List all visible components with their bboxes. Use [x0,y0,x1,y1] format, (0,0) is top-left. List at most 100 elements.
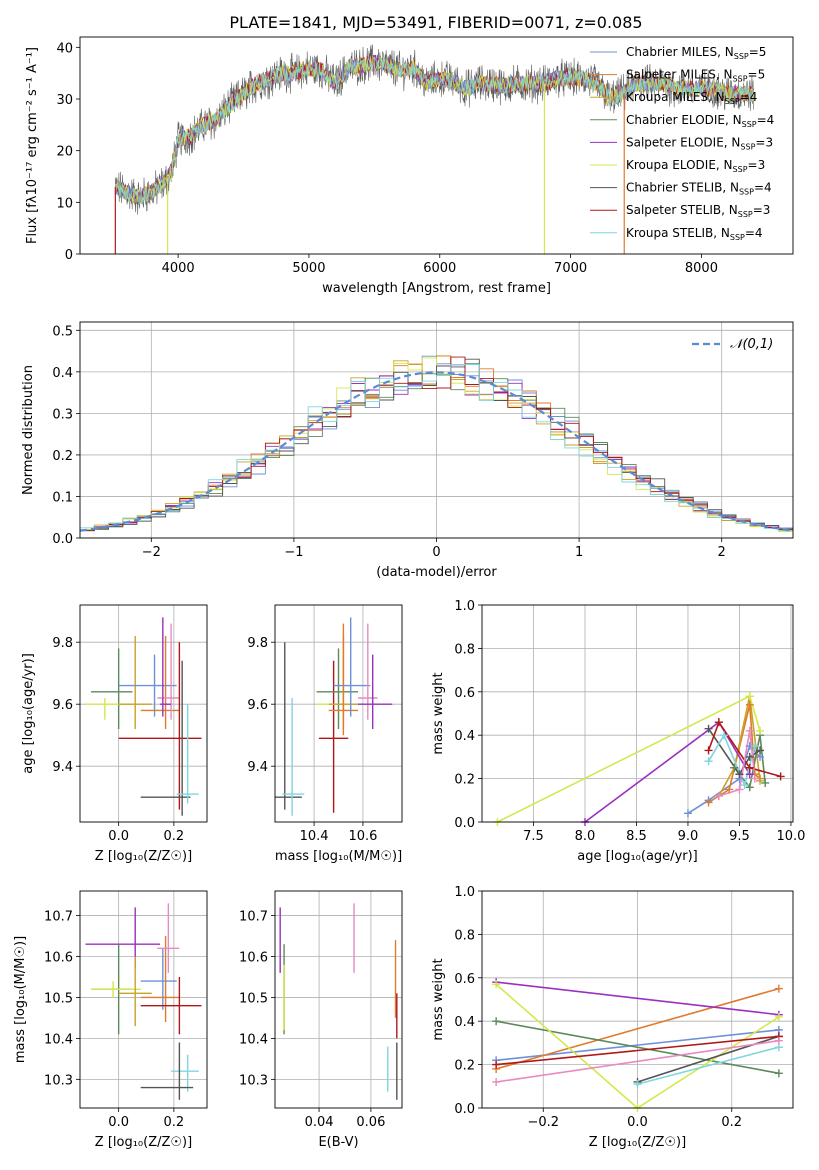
y-tick-label: 1.0 [454,599,475,614]
legend-label: Kroupa MILES, NSSP=4 [626,90,757,106]
legend-label: Chabrier MILES, NSSP=5 [626,45,766,61]
y-axis-label: age [log₁₀(age/yr)] [21,653,36,774]
x-tick-label: 10.4 [300,829,329,844]
y-tick-label: 0.6 [454,972,475,987]
y-tick-label: 0 [65,248,73,263]
series-marker [745,726,754,735]
y-tick-label: 0.0 [454,816,475,831]
series-marker [735,785,744,794]
series-marker [776,772,785,781]
series-marker [756,746,765,755]
series-line [637,1046,780,1085]
series-marker [756,776,765,785]
x-tick-label: 10.6 [348,829,377,844]
axes-frame [274,604,403,823]
y-tick-label: 0.2 [454,1059,475,1074]
y-tick-label: 0.8 [454,928,475,943]
y-tick-label: 0.8 [454,642,475,657]
y-tick-label: 1.0 [454,885,475,900]
y-tick-label: 10.5 [44,991,73,1006]
series-marker [730,763,739,772]
plot-area [85,617,202,816]
x-tick-label: 7.5 [523,829,544,844]
series-marker [774,984,783,993]
series-marker [740,781,749,790]
x-axis-label: Z [log₁₀(Z/Z☉)] [589,1135,686,1150]
x-tick-label: 0.0 [627,1115,648,1130]
x-tick-label: 4000 [162,261,195,276]
x-axis-label: age [log₁₀(age/yr)] [577,849,698,864]
series-line [496,981,779,1016]
y-tick-label: 9.6 [52,698,73,713]
y-tick-label: 0.4 [454,1015,475,1030]
y-tick-label: 30 [56,93,73,108]
series-line [495,987,780,1070]
x-axis-label: Z [log₁₀(Z/Z☉)] [95,849,192,864]
axes-frame [481,604,794,823]
series-marker [725,785,734,794]
x-tick-label: 9.5 [729,829,750,844]
plot-area [275,617,393,816]
plot-area [495,981,780,1108]
x-tick-label: 0.2 [721,1115,742,1130]
panel-age_vs_mass: 10.4 10.6 9.4 9.6 9.8 mass [log₁₀(M/M☉)] [247,604,403,864]
series-marker [714,791,723,800]
series-line [495,1020,780,1075]
series-marker [745,763,754,772]
series-marker [745,752,754,761]
y-tick-label: 10.3 [239,1073,268,1088]
y-tick-label: 0.6 [454,686,475,701]
axes-frame [79,321,794,539]
series-marker [714,718,723,727]
x-tick-label: 7000 [554,261,587,276]
y-tick-label: 0.5 [52,324,73,339]
y-tick-label: 20 [56,145,73,160]
histogram-step [80,364,793,531]
series-marker [704,746,713,755]
spectrum-line [114,55,754,205]
legend: Chabrier MILES, NSSP=5 Salpeter MILES, NS… [590,45,774,242]
y-tick-label: 9.4 [52,760,73,775]
series-line [718,695,761,797]
panel-mass_vs_Z: 0.0 0.2 10.3 10.4 10.5 10.6 10.7 Z [log₁₀(Z/Z☉)… [13,890,208,1150]
x-tick-label: 5000 [292,261,325,276]
series-marker [735,770,744,779]
series-line [495,1039,780,1083]
y-axis-label: mass weight [431,958,446,1040]
series-marker [704,757,713,766]
series-marker [492,980,501,989]
y-tick-label: 0.0 [454,1102,475,1117]
series-marker [633,1080,642,1089]
y-tick-label: 10.6 [44,951,73,966]
plot-area [114,44,754,254]
panel-residuals: −2 −1 0 1 2 0.0 0.1 0.2 0.3 0.4 0.5 (data-model)/er… [21,321,794,580]
x-tick-label: 9.0 [678,829,699,844]
y-axis-label: Flux [fλ10⁻¹⁷ erg cm⁻² s⁻¹ A⁻¹] [25,47,40,244]
y-tick-label: 0.2 [454,773,475,788]
y-tick-label: 10.3 [44,1073,73,1088]
y-axis-label: mass [log₁₀(M/M☉)] [13,936,28,1063]
series-marker [704,724,713,733]
legend-label: Chabrier ELODIE, NSSP=4 [626,113,774,129]
plot-area [497,694,781,822]
series-marker [745,783,754,792]
y-tick-label: 0.4 [454,729,475,744]
series-marker [683,809,692,818]
y-tick-label: 10.7 [44,910,73,925]
x-tick-label: 0.04 [305,1115,334,1130]
panels: 4000 5000 6000 7000 8000010203040wavelength … [13,36,805,1150]
x-tick-label: 0.0 [108,829,129,844]
x-axis-label: Z [log₁₀(Z/Z☉)] [95,1135,192,1150]
axes-frame [79,604,208,823]
series-marker [761,778,770,787]
series-marker [492,1060,501,1069]
y-tick-label: 10.4 [239,1032,268,1047]
axes-frame [481,890,794,1109]
series-marker [720,731,729,740]
series-marker [750,742,759,751]
legend-label: Kroupa STELIB, NSSP=4 [626,226,763,242]
legend-label: Salpeter STELIB, NSSP=3 [626,203,770,219]
legend-label: Kroupa ELODIE, NSSP=3 [626,158,765,174]
y-tick-label: 10.7 [239,910,268,925]
series-marker [704,798,713,807]
